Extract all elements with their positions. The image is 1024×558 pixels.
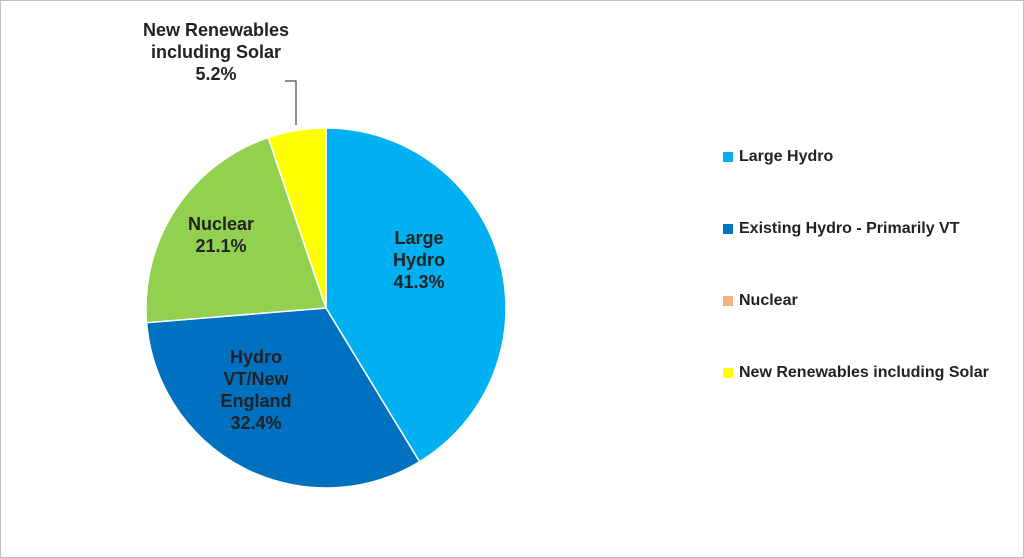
- pie-slice: [325, 127, 507, 463]
- slice-label: England: [221, 391, 292, 411]
- slice-label: Nuclear: [188, 214, 254, 234]
- leader-line: [285, 80, 297, 125]
- value-label: 21.1%: [195, 236, 246, 256]
- legend-item: Large Hydro: [723, 146, 1003, 218]
- value-label: 5.2%: [195, 64, 236, 84]
- pie-slice: [145, 136, 328, 324]
- pie-chart: LargeHydro41.3%HydroVT/NewEngland32.4%Nu…: [143, 20, 507, 489]
- legend-item: Existing Hydro - Primarily VT: [723, 218, 1003, 290]
- legend-label: Large Hydro: [739, 148, 834, 165]
- legend-swatch: [723, 224, 733, 234]
- slice-label: New Renewables: [143, 20, 289, 40]
- slice-label: Hydro: [230, 347, 282, 367]
- legend-label: New Renewables including Solar: [739, 364, 989, 381]
- slice-label: Large: [394, 228, 443, 248]
- legend-swatch: [723, 152, 733, 162]
- legend-item: New Renewables including Solar: [723, 362, 1003, 434]
- legend-label: Nuclear: [739, 292, 798, 309]
- legend-swatch: [723, 296, 733, 306]
- pie-slice: [145, 307, 421, 489]
- legend-swatch: [723, 368, 733, 378]
- pie-slice: [267, 127, 327, 309]
- legend-item: Nuclear: [723, 290, 1003, 362]
- legend-label: Existing Hydro - Primarily VT: [739, 220, 960, 237]
- slice-label: Hydro: [393, 250, 445, 270]
- slice-label: VT/New: [223, 369, 289, 389]
- slice-label: including Solar: [151, 42, 281, 62]
- legend: Large Hydro Existing Hydro - Primarily VT…: [723, 146, 1003, 434]
- value-label: 32.4%: [230, 413, 281, 433]
- value-label: 41.3%: [393, 272, 444, 292]
